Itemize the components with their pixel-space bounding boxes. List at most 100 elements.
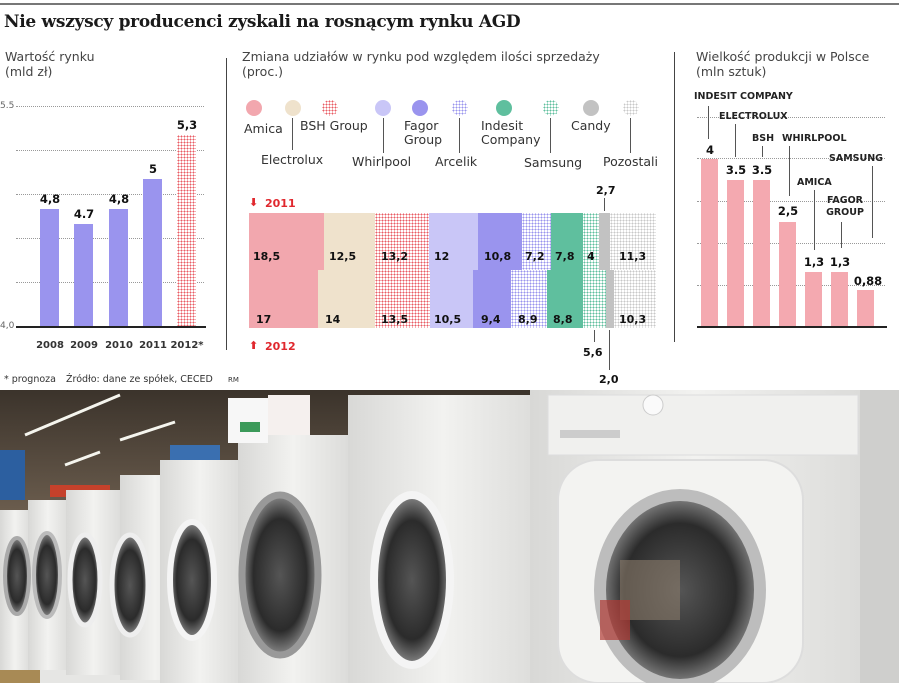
share-2012-indesit: 8,8 [553, 313, 573, 326]
pointer-line [841, 222, 842, 248]
value-label: 5,3 [176, 118, 198, 132]
pointer-line [762, 146, 763, 157]
legend-swatch-whirlpool [375, 100, 391, 116]
pointer-line [814, 190, 815, 250]
share-2012-samsung: 5,6 [583, 346, 603, 359]
panel-divider [674, 52, 675, 342]
segment-2012-arcelik [511, 270, 547, 328]
prod-value: 1,3 [829, 255, 851, 269]
prod-label-bsh: BSH [752, 133, 775, 144]
share-2011-samsung: 4 [587, 250, 595, 263]
segment-2011-fagor [478, 213, 522, 270]
share-2012-whirlpool: 10,5 [434, 313, 462, 326]
gridline [16, 106, 204, 107]
x-label: 2008 [36, 340, 64, 351]
share-2012-arcelik: 8,9 [518, 313, 538, 326]
prod-label-whirlpool: WHIRLPOOL [782, 133, 847, 144]
legend-label-samsung: Samsung [524, 155, 583, 170]
legend-pointer [459, 118, 460, 153]
share-2012-electrolux: 14 [325, 313, 341, 326]
segment-2011-indesit [551, 213, 583, 270]
x-label: 2011 [139, 340, 167, 351]
x-label: 2009 [70, 340, 98, 351]
prod-bar-fagor [831, 272, 848, 327]
pointer-line [789, 146, 790, 196]
segment-2012-electrolux [318, 270, 375, 328]
pointer-line [594, 330, 595, 342]
production-title: Wielkość produkcji w Polsce (mln sztuk) [696, 49, 870, 79]
gridline [697, 158, 885, 159]
gridline [16, 150, 204, 151]
prod-bar-indesit [701, 159, 718, 327]
legend-label-whirlpool: Whirlpool [352, 154, 412, 169]
legend-label-bsh: BSH Group [300, 118, 368, 133]
share-2011-pozostali: 11,3 [619, 250, 647, 263]
gridline [16, 194, 204, 195]
pointer-line [872, 166, 873, 238]
panel-divider [226, 58, 227, 350]
legend-swatch-amica [246, 100, 262, 116]
segment-2011-whirlpool [429, 213, 478, 270]
y-tick-max: 5.5 [0, 101, 15, 111]
share-2011-arcelik: 7,2 [525, 250, 545, 263]
legend-pointer [630, 118, 631, 153]
value-label: 4,8 [108, 192, 130, 206]
bar-2008 [40, 209, 59, 326]
share-2012-amica: 17 [256, 313, 272, 326]
value-label: 5 [148, 162, 157, 176]
value-label: 4.7 [73, 207, 95, 221]
x-axis [697, 326, 887, 328]
legend-swatch-pozostali [623, 100, 639, 116]
legend-swatch-fagor [412, 100, 428, 116]
page-title: Nie wszyscy producenci zyskali na rosnąc… [4, 12, 521, 32]
prod-value: 3.5 [751, 163, 773, 177]
segment-2011-electrolux [324, 213, 375, 270]
prod-bar-bsh [753, 180, 770, 327]
segment-2012-samsung [583, 270, 606, 328]
share-2011-fagor: 10,8 [484, 250, 512, 263]
segment-2012-candy [606, 270, 614, 328]
prod-value: 0,88 [853, 274, 883, 288]
x-label: 2012* [170, 340, 204, 351]
segment-2011-arcelik [522, 213, 551, 270]
prod-value: 4 [705, 143, 714, 157]
legend-swatch-indesit [496, 100, 512, 116]
segment-2011-candy [599, 213, 610, 270]
year-2011-label: 2011 [265, 197, 296, 210]
segment-2012-fagor [473, 270, 511, 328]
share-2011-indesit: 7,8 [555, 250, 575, 263]
bar-2012-forecast [177, 135, 196, 326]
segment-2012-bsh [375, 270, 430, 328]
bar-2011 [143, 179, 162, 326]
gridline [697, 201, 885, 202]
pointer-line [609, 330, 610, 370]
share-2011-whirlpool: 12 [434, 250, 450, 263]
legend-swatch-candy [583, 100, 599, 116]
legend-label-arcelik: Arcelik [435, 154, 478, 169]
pointer-line [604, 198, 605, 211]
gridline [697, 117, 885, 118]
washing-machines-photo [0, 390, 899, 683]
prod-label-indesit: INDESIT COMPANY [694, 91, 793, 102]
prod-label-electrolux: ELECTROLUX [719, 111, 788, 122]
segment-2012-indesit [547, 270, 583, 328]
share-2012-fagor: 9,4 [481, 313, 501, 326]
prod-label-fagor: FAGOR GROUP [826, 195, 864, 218]
prod-value: 1,3 [803, 255, 825, 269]
legend-label-fagor: Fagor Group [404, 118, 443, 147]
prod-bar-samsung [857, 290, 874, 327]
prod-value: 3.5 [725, 163, 747, 177]
author-initials: RM [228, 376, 239, 384]
share-2012-candy: 2,0 [599, 373, 619, 386]
pointer-line [708, 106, 709, 139]
segment-2012-amica [249, 270, 318, 328]
prod-bar-amica [805, 272, 822, 327]
arrow-up-icon: ⬆ [249, 339, 259, 352]
x-label: 2010 [105, 340, 133, 351]
segment-2011-amica [249, 213, 324, 270]
segment-2011-pozostali [610, 213, 656, 270]
bar-2010 [109, 209, 128, 326]
segment-2011-samsung [583, 213, 599, 270]
share-change-title: Zmiana udziałów w rynku pod względem ilo… [242, 49, 600, 79]
legend-label-indesit: Indesit Company [481, 118, 541, 147]
